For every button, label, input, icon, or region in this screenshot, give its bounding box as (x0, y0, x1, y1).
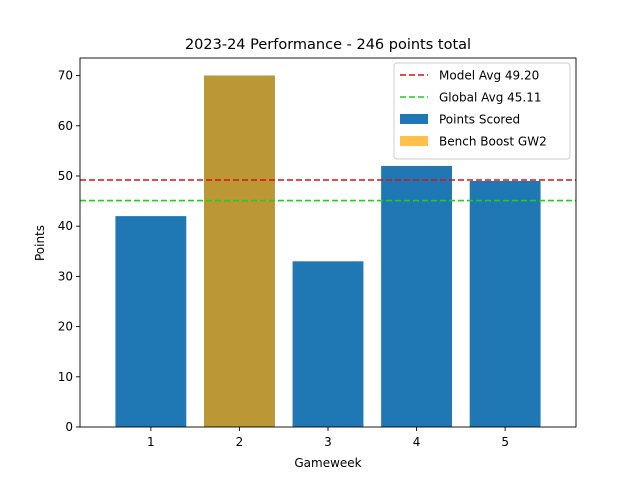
bar-gw-3 (292, 261, 364, 427)
legend-label-global-avg-45-11: Global Avg 45.11 (439, 91, 542, 105)
axes-layer: 0 10 20 30 40 50 60 70 1 2 3 4 5 (58, 57, 577, 449)
legend-label-model-avg-49-20: Model Avg 49.20 (439, 69, 539, 83)
x-tick-label: 1 (147, 435, 155, 449)
legend-swatch-bench-boost-gw2 (400, 136, 428, 146)
reference-lines-layer (80, 179, 576, 202)
chart-title: 2023-24 Performance - 246 points total (185, 37, 471, 53)
y-tick-label: 20 (58, 320, 73, 334)
overlay-bar-gw-2 (204, 75, 275, 428)
legend-label-bench-boost-gw2: Bench Boost GW2 (439, 135, 547, 149)
y-axis-label: Points (33, 225, 47, 261)
x-tick-label: 4 (413, 435, 421, 449)
bar-gw-1 (115, 216, 187, 427)
x-tick-label: 3 (324, 435, 332, 449)
bars-layer (115, 75, 541, 428)
bar-gw-5 (469, 181, 541, 427)
legend-label-points-scored: Points Scored (439, 113, 520, 127)
legend-box (393, 62, 571, 160)
legend-swatch-points-scored (400, 114, 428, 124)
x-axis-label: Gameweek (294, 456, 361, 470)
overlay-layer (204, 75, 275, 428)
y-tick-label: 40 (58, 219, 73, 233)
y-tick-label: 0 (65, 420, 73, 434)
y-tick-label: 60 (58, 119, 73, 133)
y-tick-label: 30 (58, 269, 73, 283)
x-tick-label: 5 (501, 435, 509, 449)
y-tick-label: 10 (58, 370, 73, 384)
x-tick-label: 2 (236, 435, 244, 449)
y-tick-label: 50 (58, 169, 73, 183)
bar-gw-4 (381, 165, 452, 427)
y-tick-label: 70 (58, 69, 73, 83)
legend: Model Avg 49.20 Global Avg 45.11 Points Sc… (393, 62, 571, 160)
